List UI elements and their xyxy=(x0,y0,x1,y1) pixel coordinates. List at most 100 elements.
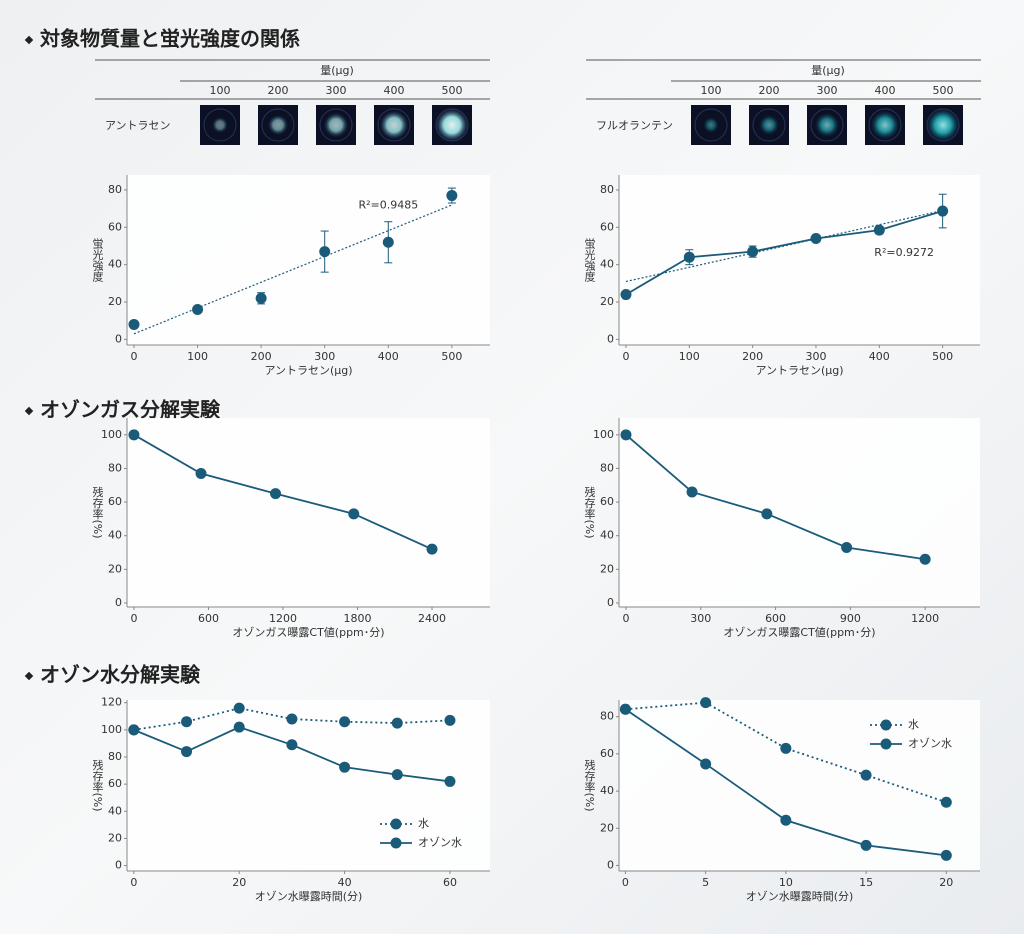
y-tick-label: 20 xyxy=(600,562,614,575)
data-point xyxy=(255,292,267,304)
data-point xyxy=(391,769,403,781)
x-tick-label: 1200 xyxy=(269,612,297,625)
x-tick-label: 0 xyxy=(130,876,137,889)
data-point xyxy=(937,205,949,217)
y-tick-label: 0 xyxy=(115,859,122,872)
data-point xyxy=(348,508,360,520)
section-title: 対象物質量と蛍光強度の関係 xyxy=(39,27,300,51)
y-tick-label: 60 xyxy=(600,220,614,233)
y-tick-label: 0 xyxy=(607,596,614,609)
data-point xyxy=(747,246,759,258)
y-tick-label: 40 xyxy=(108,804,122,817)
x-axis-title: オゾン水曝露時間(分) xyxy=(746,890,854,903)
plot-area xyxy=(127,418,490,607)
data-point xyxy=(128,724,140,736)
data-point xyxy=(444,714,456,726)
x-tick-label: 300 xyxy=(314,350,335,363)
x-tick-label: 100 xyxy=(679,350,700,363)
data-point xyxy=(382,236,394,248)
sample-glow xyxy=(814,112,840,138)
data-point xyxy=(128,318,140,330)
x-tick-label: 0 xyxy=(622,350,629,363)
row-label: フルオランテン xyxy=(596,119,673,132)
x-tick-label: 600 xyxy=(765,612,786,625)
sample-glow xyxy=(212,117,228,133)
section-title: オゾン水分解実験 xyxy=(40,663,201,687)
data-point xyxy=(860,769,872,781)
legend-marker xyxy=(880,738,892,750)
y-tick-label: 60 xyxy=(600,747,614,760)
x-tick-label: 0 xyxy=(622,876,629,889)
y-tick-label: 60 xyxy=(108,220,122,233)
x-tick-label: 0 xyxy=(130,350,137,363)
legend-marker xyxy=(390,837,402,849)
x-tick-label: 300 xyxy=(690,612,711,625)
plot-area xyxy=(619,175,980,345)
data-point xyxy=(286,713,298,725)
legend-label: オゾン水 xyxy=(418,836,462,849)
data-point xyxy=(919,553,931,565)
data-point xyxy=(700,697,712,709)
data-point xyxy=(761,508,773,520)
y-tick-label: 0 xyxy=(607,858,614,871)
y-axis-title: 蛍光強度 xyxy=(583,237,596,283)
x-axis-title: アントラセン(μg) xyxy=(264,364,352,377)
x-tick-label: 5 xyxy=(702,876,709,889)
row-label: アントラセン xyxy=(105,119,171,132)
data-point xyxy=(128,429,140,441)
series-line xyxy=(625,210,943,296)
y-tick-label: 40 xyxy=(600,784,614,797)
y-tick-label: 100 xyxy=(593,428,614,441)
data-point xyxy=(233,702,245,714)
data-point xyxy=(780,742,792,754)
bullet xyxy=(24,406,34,416)
sample-glow xyxy=(267,114,289,136)
bullet xyxy=(24,35,34,45)
y-tick-label: 20 xyxy=(108,562,122,575)
x-tick-label: 15 xyxy=(859,876,873,889)
y-axis-title: 残存率(%) xyxy=(583,758,596,811)
data-point xyxy=(195,467,207,479)
x-tick-label: 600 xyxy=(198,612,219,625)
x-tick-label: 1200 xyxy=(911,612,939,625)
column-header: 200 xyxy=(268,84,289,97)
sample-glow xyxy=(435,108,469,142)
y-tick-label: 0 xyxy=(607,332,614,345)
sample-glow xyxy=(323,112,349,138)
data-point xyxy=(780,814,792,826)
column-header: 500 xyxy=(442,84,463,97)
y-tick-label: 80 xyxy=(108,750,122,763)
y-tick-label: 80 xyxy=(108,461,122,474)
y-tick-label: 100 xyxy=(101,428,122,441)
legend-label: 水 xyxy=(418,817,429,830)
y-axis-title: 残存率(%) xyxy=(583,485,596,538)
x-tick-label: 200 xyxy=(742,350,763,363)
plot-area xyxy=(619,418,980,607)
data-point xyxy=(446,190,458,202)
x-tick-label: 100 xyxy=(187,350,208,363)
x-tick-label: 400 xyxy=(378,350,399,363)
sample-glow xyxy=(870,110,900,140)
y-tick-label: 60 xyxy=(108,495,122,508)
series-line xyxy=(625,701,947,804)
x-tick-label: 500 xyxy=(932,350,953,363)
sample-well xyxy=(694,108,728,142)
x-tick-label: 200 xyxy=(251,350,272,363)
x-axis-title: オゾン水曝露時間(分) xyxy=(255,890,363,903)
x-tick-label: 500 xyxy=(441,350,462,363)
y-tick-label: 100 xyxy=(101,723,122,736)
sample-well xyxy=(752,108,786,142)
y-tick-label: 80 xyxy=(600,183,614,196)
sample-glow xyxy=(926,108,960,142)
x-tick-label: 400 xyxy=(869,350,890,363)
sample-well xyxy=(261,108,295,142)
y-tick-label: 20 xyxy=(600,295,614,308)
sample-well xyxy=(810,108,844,142)
y-tick-label: 80 xyxy=(600,461,614,474)
sample-well xyxy=(203,108,237,142)
x-tick-label: 0 xyxy=(130,612,137,625)
x-axis-title: アントラセン(μg) xyxy=(755,364,843,377)
data-point xyxy=(810,233,822,245)
data-point xyxy=(444,775,456,787)
